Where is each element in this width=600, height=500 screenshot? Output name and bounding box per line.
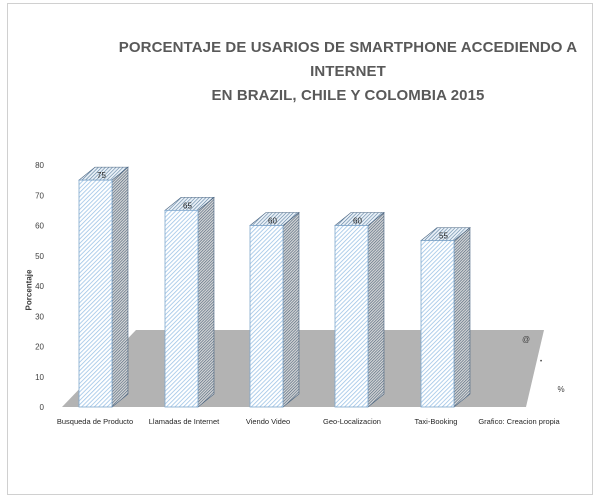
chart-title-line-1: PORCENTAJE DE USARIOS DE SMARTPHONE ACCE… — [118, 39, 578, 80]
bar — [420, 226, 471, 408]
y-tick-label: 30 — [35, 312, 44, 321]
data-label: 65 — [183, 201, 192, 210]
x-tick-label: Llamadas de Internet — [149, 417, 220, 426]
bar-front-face — [249, 225, 284, 408]
y-tick-label: 0 — [40, 403, 45, 412]
y-tick-label: 50 — [35, 252, 44, 261]
bar-front-face — [78, 179, 113, 408]
data-label: 55 — [439, 232, 448, 241]
data-label: 60 — [268, 217, 277, 226]
chart-floor — [62, 330, 544, 407]
x-tick-label: Viendo Video — [246, 417, 290, 426]
at-sign-mark: @ — [522, 335, 530, 344]
bar-side-face — [367, 211, 385, 408]
bar-front-face — [164, 209, 199, 408]
y-tick-label: 80 — [35, 161, 44, 170]
percent-mark: % — [557, 385, 564, 394]
x-tick-label: Busqueda de Producto — [57, 417, 133, 426]
bar-front-face — [420, 240, 455, 408]
bar — [164, 196, 215, 408]
y-tick-label: 20 — [35, 343, 44, 352]
x-tick-label: Taxi-Booking — [415, 417, 458, 426]
bar — [249, 211, 300, 408]
bar-side-face — [197, 196, 215, 408]
y-tick-label: 40 — [35, 282, 44, 291]
y-tick-label: 60 — [35, 222, 44, 231]
y-tick-label: 10 — [35, 373, 44, 382]
bar-side-face — [282, 211, 300, 408]
source-note: Grafico: Creacion propia — [478, 417, 560, 426]
dot-mark: • — [540, 359, 542, 365]
bar-side-face — [453, 226, 471, 408]
data-label: 75 — [97, 171, 106, 180]
y-tick-label: 70 — [35, 191, 44, 200]
bar — [334, 211, 385, 408]
x-tick-label: Geo-Localizacion — [323, 417, 381, 426]
chart-title-line-2: EN BRAZIL, CHILE Y COLOMBIA 2015 — [211, 87, 485, 104]
bar-front-face — [334, 225, 369, 408]
bar — [78, 166, 129, 408]
bar-side-face — [111, 166, 129, 408]
chart-title: PORCENTAJE DE USARIOS DE SMARTPHONE ACCE… — [118, 36, 578, 108]
data-label: 60 — [353, 217, 362, 226]
